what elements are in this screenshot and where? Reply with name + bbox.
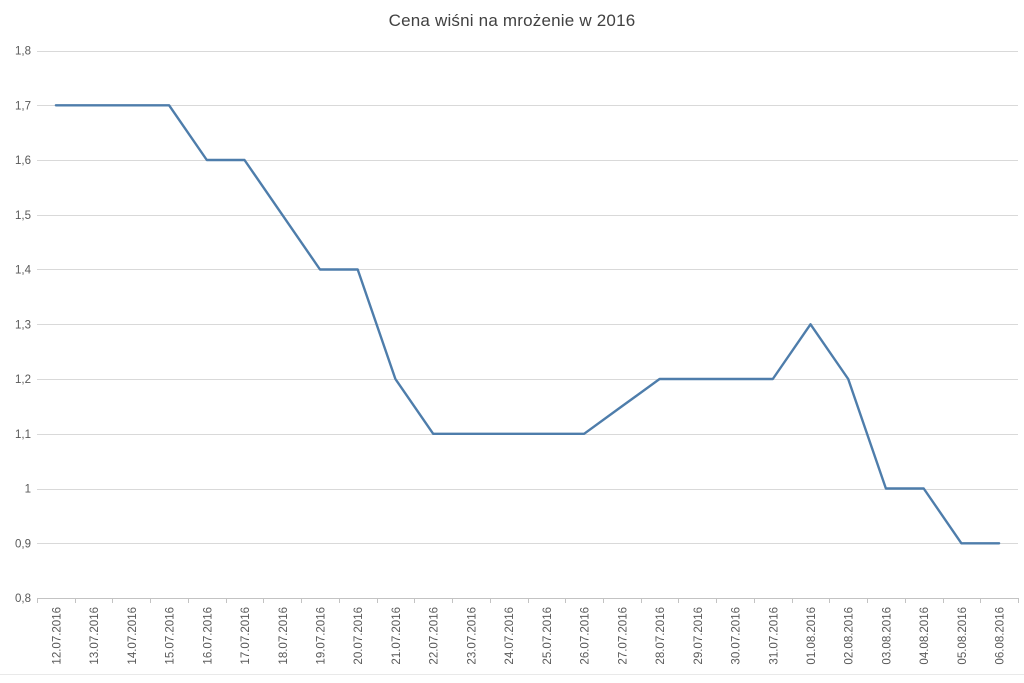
x-axis-tick-label: 18.07.2016 xyxy=(278,607,290,665)
x-axis-tick-label: 03.08.2016 xyxy=(881,607,893,665)
y-axis-tick-label: 1,1 xyxy=(15,429,31,441)
y-axis-tick-label: 1,4 xyxy=(15,265,32,277)
y-axis-tick-label: 1,7 xyxy=(15,100,31,112)
x-axis-tick-label: 15.07.2016 xyxy=(165,607,177,665)
y-axis-tick-label: 1,2 xyxy=(15,374,31,386)
x-axis-tick-label: 01.08.2016 xyxy=(806,607,818,665)
x-axis-tick-label: 06.08.2016 xyxy=(995,607,1007,665)
x-axis-tick-label: 23.07.2016 xyxy=(466,607,478,665)
x-axis-tick-label: 31.07.2016 xyxy=(768,607,780,665)
y-axis-tick-label: 0,8 xyxy=(15,593,31,605)
y-axis-tick-label: 1,6 xyxy=(15,155,31,167)
y-axis-tick-label: 1,5 xyxy=(15,210,31,222)
y-axis-tick-label: 0,9 xyxy=(15,538,31,550)
x-axis-tick-label: 30.07.2016 xyxy=(731,607,743,665)
x-axis-tick-label: 24.07.2016 xyxy=(504,607,516,665)
x-axis-tick-label: 13.07.2016 xyxy=(89,607,101,665)
x-axis-tick-label: 16.07.2016 xyxy=(202,607,214,665)
x-axis-tick-label: 21.07.2016 xyxy=(391,607,403,665)
x-axis-tick-label: 14.07.2016 xyxy=(127,607,139,665)
x-axis-tick-label: 12.07.2016 xyxy=(51,607,63,665)
x-axis-tick-label: 27.07.2016 xyxy=(617,607,629,665)
x-axis-tick-label: 17.07.2016 xyxy=(240,607,252,665)
x-axis-tick-label: 28.07.2016 xyxy=(655,607,667,665)
x-axis-tick-label: 05.08.2016 xyxy=(957,607,969,665)
y-axis-tick-label: 1 xyxy=(25,484,31,496)
x-axis-tick-label: 02.08.2016 xyxy=(844,607,856,665)
x-axis-tick-label: 25.07.2016 xyxy=(542,607,554,665)
x-axis-tick-label: 26.07.2016 xyxy=(580,607,592,665)
data-series-line xyxy=(54,104,1001,545)
x-axis-tick-label: 22.07.2016 xyxy=(429,607,441,665)
y-axis-tick-label: 1,3 xyxy=(15,319,31,331)
y-axis-tick-label: 1,8 xyxy=(15,46,31,58)
x-axis-tick-label: 20.07.2016 xyxy=(353,607,365,665)
x-axis-tick-label: 04.08.2016 xyxy=(919,607,931,665)
x-axis-tick-label: 29.07.2016 xyxy=(693,607,705,665)
x-axis-tick-label: 19.07.2016 xyxy=(315,607,327,665)
